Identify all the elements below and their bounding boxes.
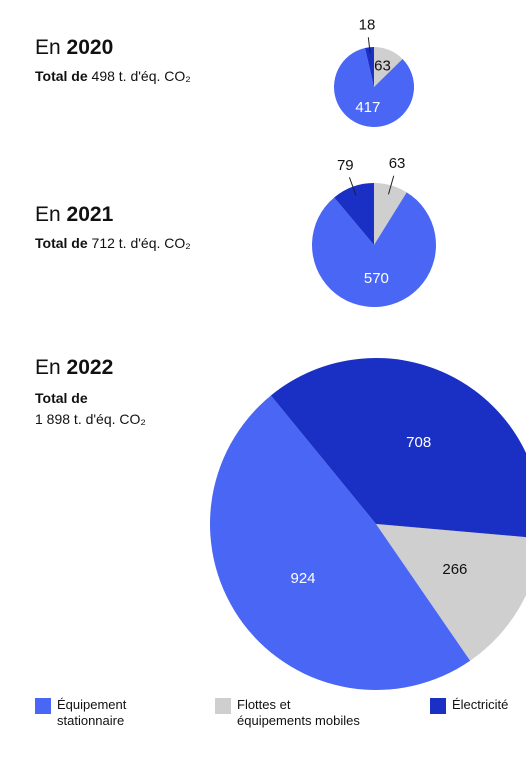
value-label: 63 (389, 155, 406, 172)
title-year: 2020 (66, 36, 114, 59)
value-label: 417 (355, 99, 380, 116)
legend-label: Électricité (452, 697, 509, 712)
total: Total de 498 t. d'éq. CO₂ (35, 68, 191, 84)
legend-swatch (35, 698, 51, 714)
leader-line (387, 175, 395, 195)
leader-line (348, 177, 357, 196)
value-label: 924 (290, 570, 315, 587)
total-value: 1 898 t. d'éq. CO₂ (35, 411, 146, 427)
total-value: 498 t. d'éq. CO₂ (91, 68, 191, 84)
pie-slice (374, 183, 407, 245)
legend-label: Flottes et équipements mobiles (237, 697, 360, 728)
value-label: 18 (359, 16, 376, 33)
pie-slice (376, 524, 526, 661)
block-2020: En 2020 Total de 498 t. d'éq. CO₂ (35, 36, 191, 84)
title: En 2022 (35, 356, 205, 380)
title-prefix: En (35, 356, 61, 379)
value-label: 63 (374, 58, 391, 75)
pie-slice (312, 192, 437, 307)
total-value: 712 t. d'éq. CO₂ (91, 235, 191, 251)
total-label: Total de (35, 390, 88, 406)
pie-slice (374, 47, 403, 87)
title: En 2020 (35, 36, 191, 60)
total-label: Total de (35, 235, 88, 251)
pie-slice (334, 183, 374, 245)
value-label: 79 (337, 157, 354, 174)
legend-label: Équipement stationnaire (57, 697, 127, 728)
title: En 2021 (35, 203, 191, 227)
total-label: Total de (35, 68, 88, 84)
title-year: 2022 (66, 356, 114, 379)
title-prefix: En (35, 203, 61, 226)
leader-line (367, 37, 371, 54)
value-label: 266 (442, 561, 467, 578)
value-label: 708 (406, 434, 431, 451)
legend-swatch (215, 698, 231, 714)
title-prefix: En (35, 36, 61, 59)
total: Total de 712 t. d'éq. CO₂ (35, 235, 191, 251)
pie-slice (333, 48, 414, 128)
title-year: 2021 (66, 203, 114, 226)
total: Total de 1 898 t. d'éq. CO₂ (35, 388, 205, 430)
value-label: 570 (364, 270, 389, 287)
legend-swatch (430, 698, 446, 714)
pie-slice (270, 358, 526, 538)
block-2021: En 2021 Total de 712 t. d'éq. CO₂ (35, 203, 191, 251)
pie-slice (364, 47, 374, 87)
pie-slice (210, 395, 471, 690)
block-2022: En 2022 Total de 1 898 t. d'éq. CO₂ (35, 356, 205, 430)
